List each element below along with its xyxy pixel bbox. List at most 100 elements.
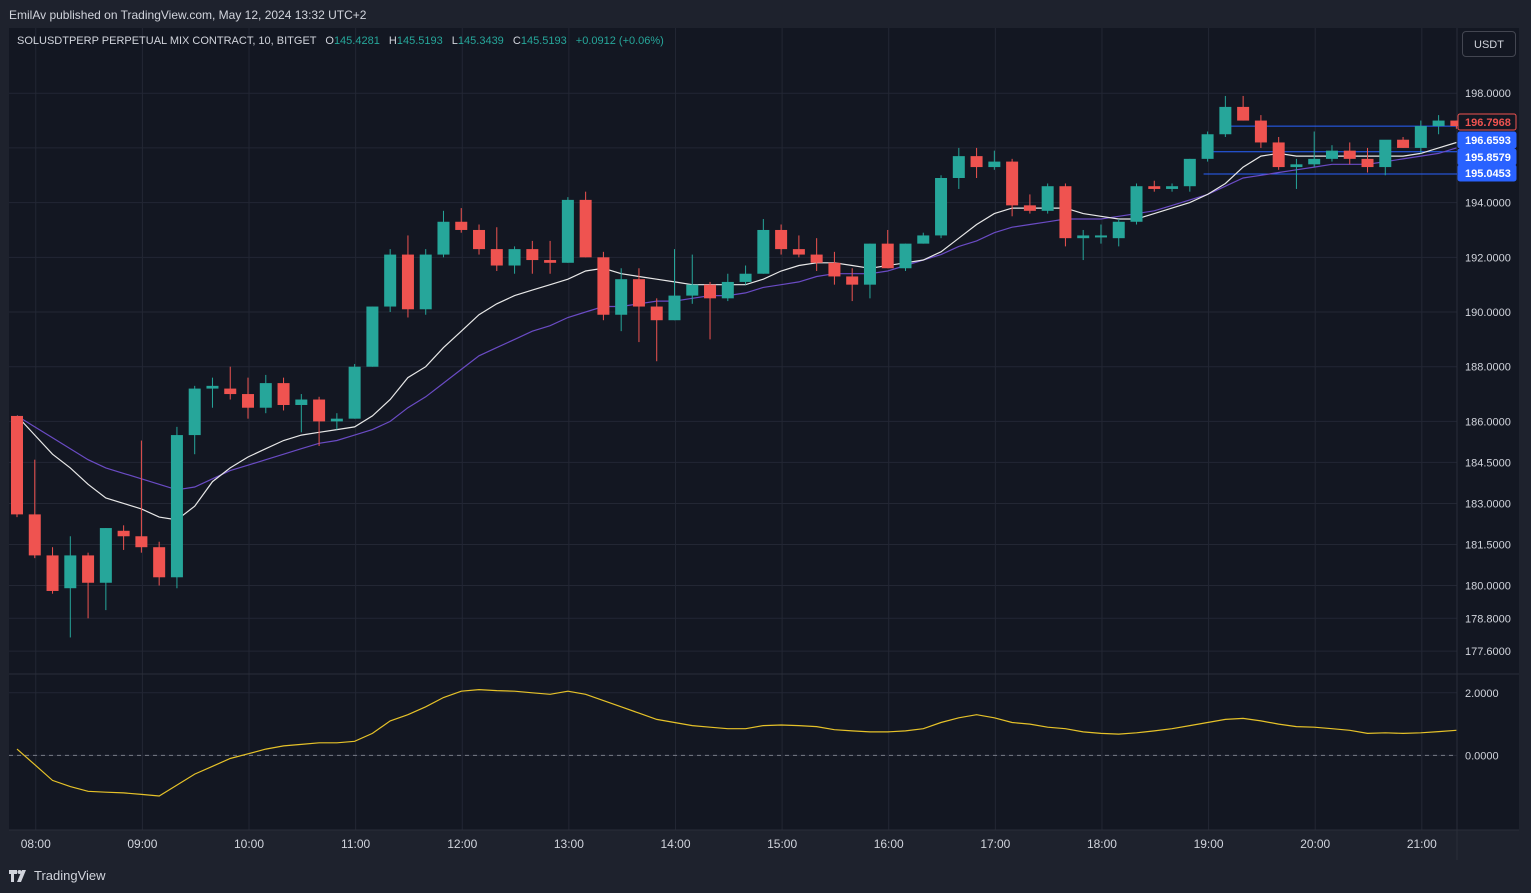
candle[interactable]: [490, 227, 503, 271]
candle[interactable]: [473, 224, 486, 255]
candle[interactable]: [721, 273, 734, 302]
candle[interactable]: [224, 366, 237, 400]
candle[interactable]: [1237, 95, 1250, 121]
time-axis[interactable]: 08:00 09:00 10:00 11:00 12:00 13:00 14:00 15:00…: [21, 837, 1437, 851]
candle[interactable]: [597, 251, 610, 321]
candle[interactable]: [615, 268, 628, 332]
candle[interactable]: [846, 268, 859, 302]
candle[interactable]: [1201, 131, 1214, 162]
candle[interactable]: [1219, 95, 1232, 137]
candle[interactable]: [1023, 194, 1036, 214]
price-tick-label: 178.8000: [1465, 613, 1511, 625]
candle-body: [455, 221, 468, 230]
brand-name: TradingView: [34, 868, 106, 883]
candle[interactable]: [775, 224, 788, 255]
time-tick-label: 10:00: [234, 837, 264, 851]
candle[interactable]: [1361, 147, 1374, 173]
candle[interactable]: [881, 229, 894, 269]
candle[interactable]: [135, 440, 148, 553]
candle[interactable]: [384, 249, 397, 313]
candle[interactable]: [1077, 229, 1090, 261]
candle-body: [295, 399, 308, 405]
currency-button[interactable]: USDT: [1462, 31, 1516, 57]
candle[interactable]: [46, 547, 59, 594]
candle[interactable]: [1450, 120, 1463, 129]
candle[interactable]: [242, 377, 255, 419]
candle[interactable]: [686, 254, 699, 304]
candle[interactable]: [1379, 139, 1392, 176]
candle[interactable]: [295, 394, 308, 433]
candle[interactable]: [437, 210, 450, 258]
candle[interactable]: [828, 251, 841, 285]
candle[interactable]: [153, 541, 166, 586]
candle-body: [437, 221, 450, 255]
candle[interactable]: [757, 219, 770, 274]
candle[interactable]: [579, 191, 592, 258]
candle[interactable]: [330, 413, 343, 430]
candle[interactable]: [917, 232, 930, 244]
candle[interactable]: [28, 459, 41, 559]
candle[interactable]: [366, 306, 379, 367]
candle[interactable]: [704, 281, 717, 340]
candle[interactable]: [1414, 120, 1427, 154]
candle-body: [1325, 150, 1338, 159]
candle[interactable]: [1272, 136, 1285, 170]
candle[interactable]: [1112, 219, 1125, 247]
candle[interactable]: [650, 298, 663, 362]
chart-area[interactable]: 198.0000196.0000194.0000192.0000190.0000…: [0, 28, 1531, 860]
candle[interactable]: [1325, 145, 1338, 162]
candle[interactable]: [1166, 183, 1179, 192]
candle[interactable]: [348, 363, 361, 419]
candle[interactable]: [1397, 136, 1410, 148]
candle[interactable]: [206, 377, 219, 408]
candle[interactable]: [1006, 158, 1019, 217]
candle[interactable]: [117, 525, 130, 550]
candle[interactable]: [935, 175, 948, 239]
candle[interactable]: [863, 243, 876, 299]
candle[interactable]: [64, 536, 77, 638]
price-tick-label: 186.0000: [1465, 416, 1511, 428]
candle[interactable]: [188, 385, 201, 455]
candle[interactable]: [970, 147, 983, 179]
candle[interactable]: [1041, 183, 1054, 214]
candle[interactable]: [1059, 183, 1072, 247]
candle[interactable]: [455, 208, 468, 233]
candle[interactable]: [810, 238, 823, 271]
candle[interactable]: [792, 235, 805, 258]
candle[interactable]: [952, 147, 965, 189]
candle[interactable]: [526, 240, 539, 274]
candle[interactable]: [419, 249, 432, 315]
candle[interactable]: [1343, 142, 1356, 165]
candle[interactable]: [1308, 131, 1321, 168]
candle[interactable]: [899, 243, 912, 271]
candlestick-series[interactable]: [11, 95, 1463, 638]
candle[interactable]: [1130, 183, 1143, 225]
candle[interactable]: [632, 268, 645, 343]
candle-body: [1148, 186, 1161, 189]
tradingview-brand[interactable]: TradingView: [9, 868, 106, 883]
candle[interactable]: [11, 415, 23, 518]
candle[interactable]: [1290, 158, 1303, 189]
candle[interactable]: [170, 426, 183, 589]
oscillator-axis[interactable]: 2.0000 0.0000: [1465, 688, 1499, 763]
candle[interactable]: [1183, 158, 1196, 192]
candle[interactable]: [739, 265, 752, 285]
candle[interactable]: [401, 235, 414, 318]
candle[interactable]: [988, 150, 1001, 170]
candle[interactable]: [99, 528, 112, 611]
candle[interactable]: [1254, 115, 1267, 148]
candle-body: [632, 279, 645, 307]
candle[interactable]: [277, 377, 290, 411]
candle[interactable]: [544, 240, 557, 274]
candle-body: [242, 394, 255, 408]
candle[interactable]: [561, 197, 574, 263]
candle[interactable]: [508, 246, 521, 274]
candle[interactable]: [1094, 224, 1107, 244]
candle[interactable]: [259, 374, 272, 414]
candle[interactable]: [313, 396, 326, 447]
candle[interactable]: [668, 249, 681, 321]
time-tick-label: 15:00: [767, 837, 797, 851]
candle[interactable]: [1148, 180, 1161, 192]
candle[interactable]: [1432, 115, 1445, 135]
candle[interactable]: [82, 552, 95, 619]
